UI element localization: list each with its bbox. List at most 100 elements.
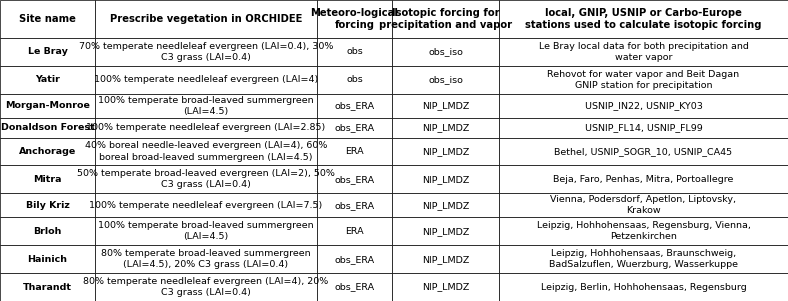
Text: local, GNIP, USNIP or Carbo-Europe
stations used to calculate isotopic forcing: local, GNIP, USNIP or Carbo-Europe stati… [526, 8, 762, 30]
Bar [392, 38, 499, 66]
Text: Site name: Site name [19, 14, 76, 24]
Bar [499, 94, 788, 118]
Text: USNIP_FL14, USNIP_FL99: USNIP_FL14, USNIP_FL99 [585, 123, 702, 132]
Text: Bethel, USNIP_SOGR_10, USNIP_CA45: Bethel, USNIP_SOGR_10, USNIP_CA45 [555, 147, 733, 156]
Bar [317, 66, 392, 94]
Text: Leipzig, Hohhohensaas, Braunschweig,
BadSalzuflen, Wuerzburg, Wasserkuppe: Leipzig, Hohhohensaas, Braunschweig, Bad… [549, 249, 738, 269]
Bar [392, 66, 499, 94]
Bar [499, 193, 788, 217]
Bar [499, 38, 788, 66]
Bar [0, 217, 95, 245]
Bar [0, 38, 95, 66]
Text: Beja, Faro, Penhas, Mitra, Portoallegre: Beja, Faro, Penhas, Mitra, Portoallegre [553, 175, 734, 184]
Bar [499, 118, 788, 138]
Bar [392, 94, 499, 118]
Bar [95, 138, 317, 166]
Text: obs_ERA: obs_ERA [334, 101, 374, 110]
Bar [392, 166, 499, 193]
Bar [95, 166, 317, 193]
Text: obs_ERA: obs_ERA [334, 201, 374, 210]
Bar [317, 166, 392, 193]
Text: obs: obs [346, 47, 363, 56]
Text: Leipzig, Hohhohensaas, Regensburg, Vienna,
Petzenkirchen: Leipzig, Hohhohensaas, Regensburg, Vienn… [537, 221, 750, 241]
Text: obs_ERA: obs_ERA [334, 255, 374, 264]
Bar [317, 94, 392, 118]
Text: Leipzig, Berlin, Hohhohensaas, Regensburg: Leipzig, Berlin, Hohhohensaas, Regensbur… [541, 283, 746, 292]
Text: Le Bray local data for both precipitation and
water vapor: Le Bray local data for both precipitatio… [538, 42, 749, 62]
Text: Yatir: Yatir [35, 75, 60, 84]
Text: Donaldson Forest: Donaldson Forest [1, 123, 95, 132]
Bar [499, 138, 788, 166]
Bar [392, 273, 499, 301]
Text: 100% temperate needleleaf evergreen (LAI=2.85): 100% temperate needleleaf evergreen (LAI… [87, 123, 325, 132]
Text: ERA: ERA [345, 147, 364, 156]
Bar [317, 0, 392, 38]
Bar [95, 66, 317, 94]
Text: USNIP_IN22, USNIP_KY03: USNIP_IN22, USNIP_KY03 [585, 101, 702, 110]
Bar [499, 217, 788, 245]
Text: obs_ERA: obs_ERA [334, 123, 374, 132]
Text: 80% temperate needleleaf evergreen (LAI=4), 20%
C3 grass (LAI=0.4): 80% temperate needleleaf evergreen (LAI=… [84, 277, 329, 297]
Text: Morgan-Monroe: Morgan-Monroe [5, 101, 90, 110]
Text: 100% temperate needleleaf evergreen (LAI=7.5): 100% temperate needleleaf evergreen (LAI… [89, 201, 322, 210]
Bar [499, 273, 788, 301]
Bar [0, 245, 95, 273]
Bar [95, 193, 317, 217]
Bar [317, 138, 392, 166]
Text: NIP_LMDZ: NIP_LMDZ [422, 101, 469, 110]
Text: Brloh: Brloh [33, 227, 61, 236]
Bar [392, 217, 499, 245]
Text: 70% temperate needleleaf evergreen (LAI=0.4), 30%
C3 grass (LAI=0.4): 70% temperate needleleaf evergreen (LAI=… [79, 42, 333, 62]
Bar [392, 245, 499, 273]
Text: Le Bray: Le Bray [28, 47, 68, 56]
Bar [95, 217, 317, 245]
Bar [317, 193, 392, 217]
Text: Hainich: Hainich [28, 255, 68, 264]
Bar [95, 118, 317, 138]
Text: obs_iso: obs_iso [428, 75, 463, 84]
Text: Vienna, Podersdorf, Apetlon, Liptovsky,
Krakow: Vienna, Podersdorf, Apetlon, Liptovsky, … [551, 195, 737, 216]
Text: 100% temperate broad-leaved summergreen
(LAI=4.5): 100% temperate broad-leaved summergreen … [98, 96, 314, 116]
Text: NIP_LMDZ: NIP_LMDZ [422, 175, 469, 184]
Text: obs_ERA: obs_ERA [334, 283, 374, 292]
Bar [392, 193, 499, 217]
Bar [499, 66, 788, 94]
Text: 40% boreal needle-leaved evergreen (LAI=4), 60%
boreal broad-leaved summergreen : 40% boreal needle-leaved evergreen (LAI=… [85, 141, 327, 162]
Bar [317, 118, 392, 138]
Text: Rehovot for water vapor and Beit Dagan
GNIP station for precipitation: Rehovot for water vapor and Beit Dagan G… [548, 70, 740, 90]
Text: obs: obs [346, 75, 363, 84]
Bar [0, 138, 95, 166]
Bar [95, 38, 317, 66]
Text: Bily Kriz: Bily Kriz [25, 201, 69, 210]
Bar [95, 94, 317, 118]
Bar [0, 273, 95, 301]
Bar [392, 138, 499, 166]
Bar [0, 118, 95, 138]
Text: Prescribe vegetation in ORCHIDEE: Prescribe vegetation in ORCHIDEE [110, 14, 302, 24]
Text: Isotopic forcing for
precipitation and vapor: Isotopic forcing for precipitation and v… [379, 8, 512, 30]
Text: Anchorage: Anchorage [19, 147, 76, 156]
Bar [95, 0, 317, 38]
Bar [499, 0, 788, 38]
Bar [0, 66, 95, 94]
Bar [0, 193, 95, 217]
Text: NIP_LMDZ: NIP_LMDZ [422, 227, 469, 236]
Bar [0, 166, 95, 193]
Text: NIP_LMDZ: NIP_LMDZ [422, 255, 469, 264]
Text: ERA: ERA [345, 227, 364, 236]
Text: NIP_LMDZ: NIP_LMDZ [422, 147, 469, 156]
Bar [317, 273, 392, 301]
Text: obs_iso: obs_iso [428, 47, 463, 56]
Text: Tharandt: Tharandt [23, 283, 72, 292]
Bar [0, 94, 95, 118]
Text: Mitra: Mitra [33, 175, 61, 184]
Bar [95, 273, 317, 301]
Text: 80% temperate broad-leaved summergreen
(LAI=4.5), 20% C3 grass (LAI=0.4): 80% temperate broad-leaved summergreen (… [101, 249, 310, 269]
Bar [317, 38, 392, 66]
Text: NIP_LMDZ: NIP_LMDZ [422, 283, 469, 292]
Text: Meteoro-logical
forcing: Meteoro-logical forcing [310, 8, 399, 30]
Bar [392, 118, 499, 138]
Text: NIP_LMDZ: NIP_LMDZ [422, 201, 469, 210]
Text: NIP_LMDZ: NIP_LMDZ [422, 123, 469, 132]
Text: 50% temperate broad-leaved evergreen (LAI=2), 50%
C3 grass (LAI=0.4): 50% temperate broad-leaved evergreen (LA… [77, 169, 335, 189]
